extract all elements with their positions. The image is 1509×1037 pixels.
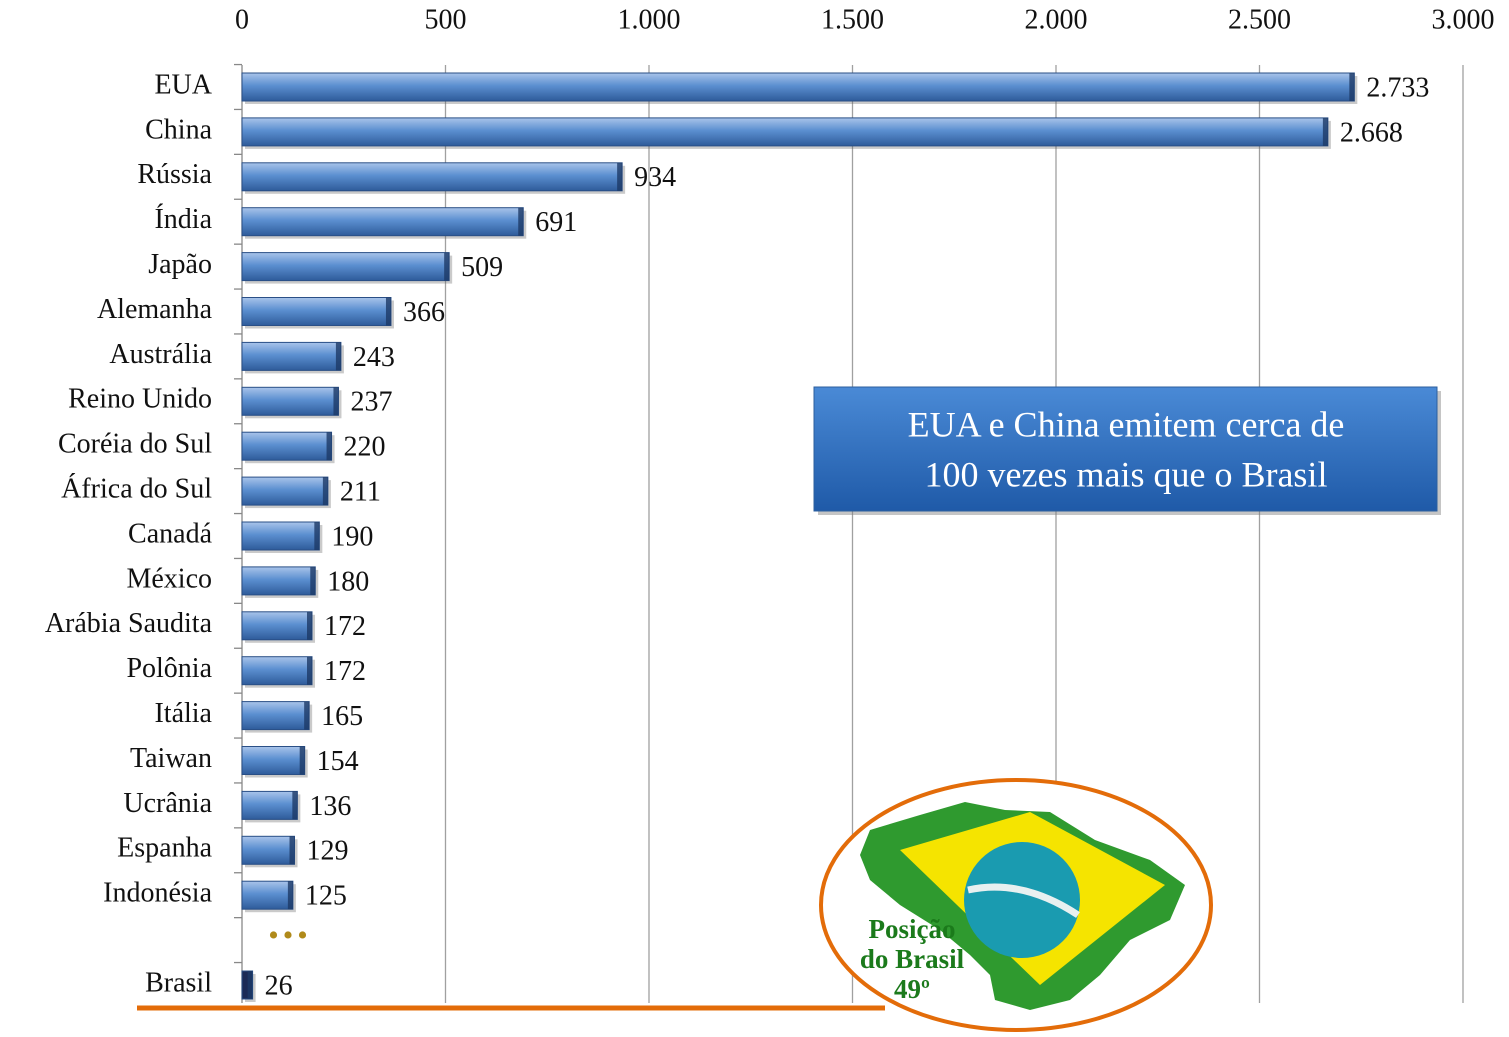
value-label: 366 bbox=[403, 297, 445, 328]
bar bbox=[241, 341, 342, 371]
bar bbox=[241, 431, 333, 461]
x-tick-label: 1.500 bbox=[821, 4, 884, 35]
value-label: 691 bbox=[535, 207, 577, 238]
y-tick-label: Austrália bbox=[109, 339, 212, 370]
callout-box: EUA e China emitem cerca de 100 vezes ma… bbox=[813, 386, 1441, 515]
bar-end bbox=[292, 791, 298, 820]
bar-end bbox=[314, 522, 320, 550]
x-tick-label: 0 bbox=[235, 4, 249, 35]
bar bbox=[241, 611, 313, 641]
callout-line: EUA e China emitem cerca de bbox=[908, 404, 1345, 444]
bar-end bbox=[444, 252, 450, 281]
bars: 2.733 2.668 934 691 509 366 243 237 220 211 190 180… bbox=[241, 72, 1429, 1002]
value-label: 26 bbox=[265, 970, 293, 1001]
bar-end bbox=[617, 162, 623, 191]
value-label: 129 bbox=[307, 836, 349, 867]
x-tick-label: 1.000 bbox=[618, 4, 681, 35]
y-tick-label: Coréia do Sul bbox=[58, 429, 212, 460]
y-tick-label: EUA bbox=[154, 69, 212, 100]
value-label: 180 bbox=[327, 566, 369, 597]
y-tick-label: Indonésia bbox=[103, 878, 212, 909]
badge-text: do Brasil bbox=[860, 944, 965, 974]
bar-end bbox=[385, 297, 391, 326]
y-tick-label: Espanha bbox=[117, 833, 212, 864]
badge-text: Posição bbox=[869, 914, 956, 944]
value-label: 125 bbox=[305, 881, 347, 912]
callout-line: 100 vezes mais que o Brasil bbox=[925, 454, 1328, 494]
brazil-badge: Posição do Brasil 49º bbox=[819, 778, 1213, 1032]
value-label: 172 bbox=[324, 656, 366, 687]
bar bbox=[241, 476, 329, 506]
y-tick-label: Ucrânia bbox=[123, 788, 212, 819]
y-tick-label: Japão bbox=[148, 249, 212, 280]
bar-end bbox=[307, 656, 313, 685]
bar-end bbox=[1322, 117, 1328, 146]
value-label: 172 bbox=[324, 611, 366, 642]
value-label: 509 bbox=[461, 252, 503, 283]
x-tick-label: 3.000 bbox=[1432, 4, 1495, 35]
bar bbox=[241, 656, 313, 686]
bar-end bbox=[304, 701, 310, 730]
bar-end bbox=[247, 971, 253, 999]
bar bbox=[241, 252, 450, 282]
bar-end bbox=[335, 342, 341, 371]
value-label: 2.668 bbox=[1340, 117, 1403, 148]
bar-end bbox=[518, 207, 524, 236]
y-tick-label: Índia bbox=[154, 204, 212, 235]
value-label: 190 bbox=[331, 521, 373, 552]
bar bbox=[241, 746, 306, 775]
y-tick-label: Reino Unido bbox=[68, 384, 212, 415]
y-tick-label: Taiwan bbox=[130, 743, 212, 774]
x-tick-label: 2.000 bbox=[1025, 4, 1088, 35]
bar bbox=[241, 566, 316, 596]
x-tick-label: 500 bbox=[425, 4, 467, 35]
bar bbox=[241, 207, 524, 237]
bar-end bbox=[307, 611, 313, 640]
y-tick-label: China bbox=[145, 114, 212, 145]
value-label: 237 bbox=[350, 387, 392, 418]
value-label: 243 bbox=[353, 342, 395, 373]
x-tick-label: 2.500 bbox=[1228, 4, 1291, 35]
value-label: 211 bbox=[340, 477, 381, 508]
bar bbox=[241, 880, 294, 910]
bar-end bbox=[1349, 73, 1355, 101]
bar bbox=[241, 297, 392, 326]
bar-end bbox=[310, 566, 316, 595]
gap-marker: ••• bbox=[268, 919, 312, 952]
value-label: 136 bbox=[309, 791, 351, 822]
bar-end bbox=[322, 477, 328, 506]
value-label: 220 bbox=[344, 432, 386, 463]
y-tick-label: Brasil bbox=[145, 967, 212, 998]
y-tick-label: Rússia bbox=[137, 159, 212, 190]
bar-end bbox=[289, 836, 295, 865]
badge-text: 49º bbox=[894, 974, 930, 1004]
value-label: 154 bbox=[317, 746, 359, 777]
y-tick-label: México bbox=[126, 563, 212, 594]
value-label: 2.733 bbox=[1366, 72, 1429, 103]
bar-end bbox=[299, 746, 305, 775]
bar bbox=[241, 117, 1329, 147]
y-tick-label: Polônia bbox=[126, 653, 212, 684]
y-tick-label: Alemanha bbox=[97, 294, 213, 325]
bar bbox=[241, 701, 310, 731]
y-tick-label: África do Sul bbox=[61, 474, 212, 505]
bar bbox=[241, 72, 1355, 102]
bar bbox=[241, 835, 296, 865]
bar bbox=[241, 521, 320, 551]
bar bbox=[241, 790, 298, 820]
grid: 0 500 1.000 1.500 2.000 2.500 3.000 EUA China Rús… bbox=[45, 4, 1495, 1009]
y-tick-label: Canadá bbox=[128, 518, 213, 549]
bar bbox=[241, 162, 623, 192]
y-tick-label: Itália bbox=[154, 698, 212, 729]
bar bbox=[241, 386, 339, 416]
value-label: 165 bbox=[321, 701, 363, 732]
value-label: 934 bbox=[634, 162, 676, 193]
bar-end bbox=[287, 881, 293, 910]
bar-end bbox=[326, 432, 332, 461]
bar-end bbox=[333, 387, 339, 416]
y-tick-label: Arábia Saudita bbox=[45, 608, 213, 639]
